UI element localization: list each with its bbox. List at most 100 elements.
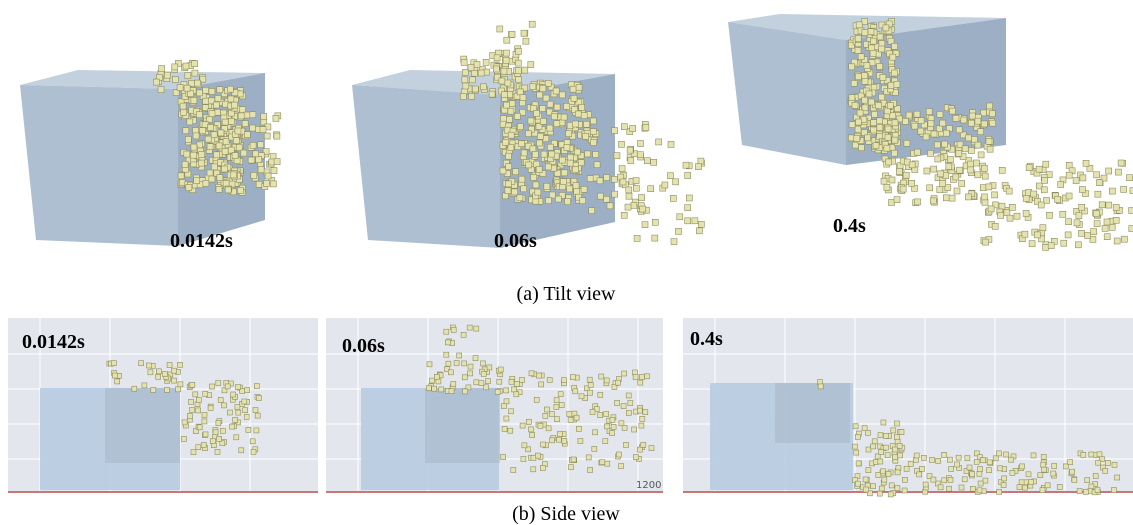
particle bbox=[497, 26, 503, 32]
particle bbox=[205, 136, 211, 142]
particle bbox=[1114, 238, 1120, 244]
particle bbox=[432, 386, 437, 391]
particle bbox=[986, 138, 992, 144]
particle bbox=[561, 179, 567, 185]
particle bbox=[504, 388, 509, 393]
particle bbox=[256, 181, 262, 187]
particle bbox=[626, 393, 631, 398]
particle bbox=[213, 430, 218, 435]
particle bbox=[177, 85, 183, 91]
particle bbox=[575, 111, 581, 117]
particle bbox=[621, 212, 627, 218]
particle bbox=[1113, 217, 1119, 223]
particle bbox=[649, 446, 654, 451]
particle bbox=[506, 153, 512, 159]
particle bbox=[1113, 204, 1119, 210]
particle bbox=[626, 187, 632, 193]
particle bbox=[902, 118, 908, 124]
particle bbox=[194, 178, 200, 184]
particle bbox=[611, 176, 617, 182]
particle bbox=[622, 371, 627, 376]
particle bbox=[1118, 160, 1124, 166]
particle bbox=[904, 140, 910, 146]
particle bbox=[953, 115, 959, 121]
particle bbox=[514, 113, 520, 119]
particle bbox=[648, 186, 654, 192]
particle bbox=[987, 146, 993, 152]
particle bbox=[460, 94, 466, 100]
particle bbox=[638, 380, 643, 385]
particle bbox=[871, 127, 877, 133]
particle bbox=[203, 432, 208, 437]
particle bbox=[186, 185, 192, 191]
particle bbox=[619, 166, 625, 172]
particle bbox=[1009, 204, 1015, 210]
particle bbox=[1022, 231, 1028, 237]
particle bbox=[604, 175, 610, 181]
particle bbox=[1121, 236, 1127, 242]
particle bbox=[555, 417, 560, 422]
particle bbox=[554, 121, 560, 127]
particle bbox=[686, 195, 692, 201]
particle bbox=[1010, 470, 1015, 475]
particle bbox=[478, 70, 484, 76]
particle bbox=[1041, 454, 1046, 459]
particle bbox=[253, 151, 259, 157]
particle bbox=[555, 196, 561, 202]
particle bbox=[904, 466, 909, 471]
particle bbox=[196, 408, 201, 413]
particle bbox=[612, 191, 618, 197]
particle bbox=[543, 95, 549, 101]
particle bbox=[604, 412, 609, 417]
particle bbox=[855, 434, 860, 439]
particle bbox=[620, 179, 626, 185]
particle bbox=[866, 447, 871, 452]
particle bbox=[142, 383, 147, 388]
particle bbox=[981, 121, 987, 127]
particle bbox=[217, 87, 223, 93]
particle bbox=[1042, 467, 1047, 472]
particle bbox=[572, 121, 578, 127]
particle bbox=[881, 420, 886, 425]
particle bbox=[216, 143, 222, 149]
particle bbox=[879, 46, 885, 52]
particle bbox=[562, 438, 567, 443]
particle bbox=[633, 178, 639, 184]
particle bbox=[590, 118, 596, 124]
particle bbox=[485, 379, 490, 384]
particle bbox=[574, 149, 580, 155]
particle bbox=[975, 118, 981, 124]
particle bbox=[576, 85, 582, 91]
particle bbox=[581, 186, 587, 192]
particle bbox=[898, 453, 903, 458]
particle bbox=[537, 133, 543, 139]
particle bbox=[943, 195, 949, 201]
particle bbox=[260, 127, 266, 133]
particle bbox=[894, 81, 900, 87]
particle bbox=[208, 125, 214, 131]
particle bbox=[600, 460, 605, 465]
particle bbox=[670, 195, 676, 201]
particle bbox=[463, 83, 469, 89]
particle bbox=[232, 153, 238, 159]
particle bbox=[181, 109, 187, 115]
particle bbox=[526, 419, 531, 424]
particle bbox=[1022, 485, 1027, 490]
particle bbox=[522, 443, 527, 448]
particle bbox=[997, 489, 1002, 494]
particle bbox=[937, 187, 943, 193]
particle bbox=[1079, 230, 1085, 236]
particle bbox=[1115, 475, 1120, 480]
particle bbox=[947, 486, 952, 491]
particle bbox=[876, 103, 882, 109]
particle bbox=[954, 188, 960, 194]
particle bbox=[504, 416, 509, 421]
particle bbox=[634, 235, 640, 241]
particle bbox=[987, 460, 992, 465]
particle bbox=[662, 182, 668, 188]
particle bbox=[590, 129, 596, 135]
particle bbox=[652, 219, 658, 225]
particle bbox=[578, 160, 584, 166]
particle bbox=[628, 158, 634, 164]
particle bbox=[885, 453, 890, 458]
